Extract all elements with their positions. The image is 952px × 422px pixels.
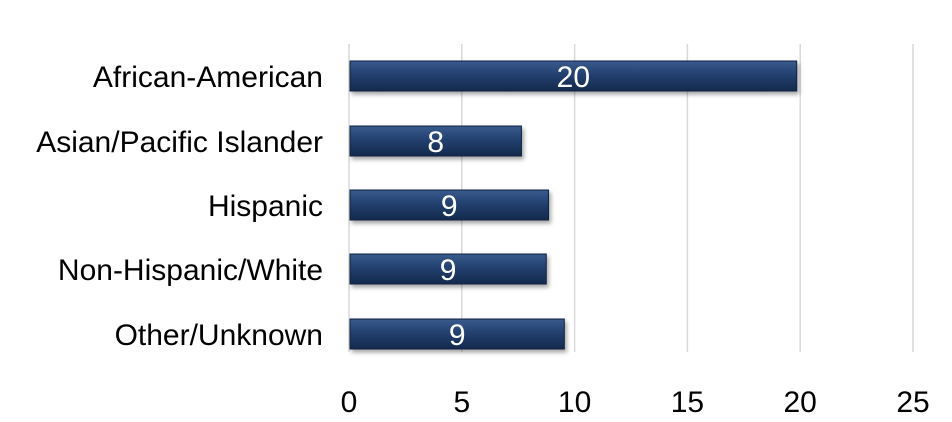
data-label-non-hispanic-white: 9: [440, 254, 457, 287]
x-tick-label-5: 5: [453, 386, 470, 419]
bar-hispanic: [349, 189, 550, 221]
bar-non-hispanic-white: [349, 253, 547, 285]
category-label-non-hispanic-white: Non-Hispanic/White: [58, 254, 323, 287]
category-label-african-american: African-American: [93, 61, 323, 94]
gridlines: [348, 44, 914, 352]
x-tick-label-15: 15: [671, 386, 704, 419]
data-label-hispanic: 9: [441, 190, 458, 223]
category-label-asian-pacific-islander: Asian/Pacific Islander: [36, 126, 323, 159]
bar-african-american: [349, 60, 798, 92]
category-label-hispanic: Hispanic: [208, 190, 323, 223]
bar-asian-pacific-islander: [349, 125, 522, 157]
x-tick-label-20: 20: [784, 386, 817, 419]
x-tick-label-10: 10: [558, 386, 591, 419]
x-tick-label-25: 25: [896, 386, 929, 419]
data-label-african-american: 20: [557, 61, 590, 94]
data-label-asian-pacific-islander: 8: [427, 126, 444, 159]
category-label-other-unknown: Other/Unknown: [115, 319, 323, 352]
bars: 20 8 9 9 9: [349, 60, 798, 352]
data-label-other-unknown: 9: [449, 319, 466, 352]
category-labels: African-American Asian/Pacific Islander Hi…: [36, 61, 323, 352]
bar-other-unknown: [349, 318, 565, 350]
x-tick-label-0: 0: [341, 386, 358, 419]
x-axis-tick-labels: 0 5 10 15 20 25: [341, 386, 930, 419]
